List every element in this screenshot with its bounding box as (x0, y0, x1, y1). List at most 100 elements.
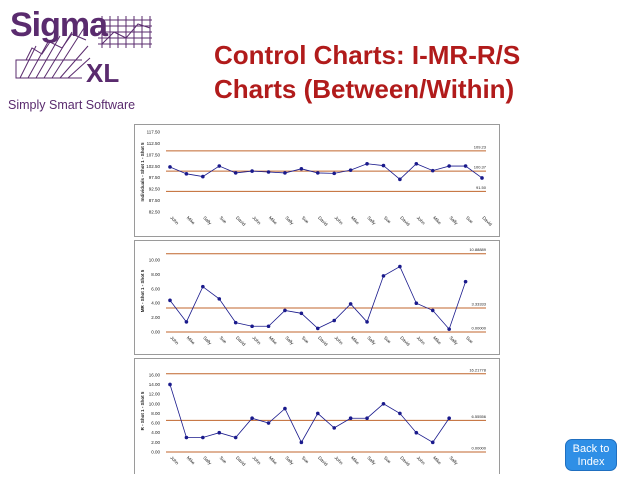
y-tick-label: 4.00 (151, 301, 160, 306)
x-tick-label: Sue (383, 215, 393, 225)
data-point (348, 302, 353, 306)
x-tick-label: Sue (219, 455, 229, 465)
y-tick-label: 14.00 (149, 382, 161, 387)
x-tick-label: Sue (383, 455, 393, 465)
data-point (233, 171, 238, 175)
data-point (430, 168, 435, 173)
x-tick-label: Sue (301, 455, 311, 465)
y-tick-label: 82.50 (149, 210, 161, 215)
y-tick-label: 12.00 (149, 392, 161, 397)
data-point (463, 279, 468, 284)
data-point (283, 406, 287, 411)
limit-label-ucl: 16.21778 (469, 367, 486, 372)
y-tick-label: 117.50 (147, 130, 161, 135)
data-point (381, 401, 386, 406)
x-tick-label: John (416, 215, 427, 226)
data-point (430, 308, 435, 313)
control-charts: Individuals - Shot 1 - Shot 5 117.50 112.5… (134, 124, 500, 474)
data-point (447, 327, 451, 331)
data-point (250, 169, 254, 173)
data-point (266, 421, 271, 425)
data-point (414, 301, 419, 306)
data-point (299, 440, 304, 445)
y-tick-label: 6.00 (151, 421, 160, 426)
x-tick-label: Mike (186, 335, 197, 346)
data-point (184, 435, 189, 440)
y-tick-label: 4.00 (151, 430, 160, 435)
series-line (169, 163, 483, 180)
data-point (315, 171, 320, 175)
x-tick-label: Sally (202, 215, 213, 226)
data-point (184, 320, 189, 324)
y-tick-label: 97.50 (149, 175, 161, 180)
x-tick-label: Sue (301, 335, 311, 345)
x-tick-label: Mike (268, 335, 279, 346)
y-tick-label: 10.00 (149, 258, 161, 263)
x-tick-label: John (169, 455, 180, 466)
x-tick-label: John (334, 335, 345, 346)
x-tick-label: Mike (432, 335, 443, 346)
data-point (217, 297, 222, 301)
data-point (299, 311, 304, 316)
x-tick-label: Mike (268, 455, 279, 466)
data-point (217, 430, 222, 435)
x-tick-label: Sally (448, 335, 459, 346)
data-point (250, 416, 254, 421)
x-tick-label: Sue (219, 215, 229, 225)
data-point (332, 426, 337, 430)
data-point (233, 320, 238, 325)
y-axis-label: R - Shot 1 - Shot 5 (140, 391, 145, 430)
x-tick-label: John (416, 335, 427, 346)
chart-frame (134, 358, 500, 474)
x-tick-label: Sally (284, 455, 295, 466)
limit-label-center: 6.55556 (472, 414, 487, 419)
data-point (283, 171, 287, 175)
limit-label-ucl: 10.88889 (469, 247, 486, 252)
chart-panel-1: Individuals - Shot 1 - Shot 5 117.50 112.5… (134, 124, 500, 237)
back-to-index-button[interactable]: Back to Index (565, 439, 617, 471)
limit-label-center: 100.37 (474, 165, 487, 170)
x-tick-label: John (334, 215, 345, 226)
y-tick-label: 0.00 (151, 450, 160, 455)
x-tick-label: Sue (383, 335, 393, 345)
x-tick-label: Sally (284, 335, 295, 346)
slide-title: Control Charts: I-MR-R/S Charts (Between… (214, 38, 624, 106)
y-tick-label: 16.00 (149, 372, 161, 377)
limit-label-lcl: 91.50 (476, 185, 487, 190)
data-point (266, 324, 271, 329)
x-tick-label: Sally (202, 455, 213, 466)
x-tick-label: Sally (366, 455, 377, 466)
y-tick-label: 6.00 (151, 286, 160, 291)
x-tick-label: John (169, 215, 180, 226)
data-point (398, 177, 402, 182)
x-tick-label: Sue (465, 335, 475, 345)
x-tick-label: Sally (448, 455, 459, 466)
sigmaxl-logo: Sigma XL Simply Smart Software (6, 6, 156, 114)
data-point (233, 435, 238, 440)
slide-title-line1: Control Charts: I-MR-R/S (214, 40, 521, 70)
x-tick-label: Mike (186, 455, 197, 466)
data-point (217, 164, 222, 168)
y-tick-label: 2.00 (151, 440, 160, 445)
x-tick-label: Sally (448, 215, 459, 226)
data-point (315, 326, 320, 331)
slide-title-line2: Charts (Between/Within) (214, 74, 515, 104)
data-point (365, 416, 369, 421)
y-tick-label: 0.00 (151, 330, 160, 335)
data-point (480, 176, 484, 180)
y-tick-label: 92.50 (149, 187, 161, 192)
data-point (365, 320, 369, 324)
data-point (168, 382, 172, 387)
x-tick-label: Mike (432, 455, 443, 466)
data-point (283, 308, 287, 313)
limit-label-ucl: 109.23 (474, 144, 487, 149)
x-tick-label: John (251, 335, 262, 346)
x-tick-label: Mike (268, 215, 279, 226)
chart-frame (134, 124, 500, 237)
x-tick-label: Sally (284, 215, 295, 226)
data-point (201, 174, 205, 179)
data-point (414, 430, 419, 435)
data-point (168, 165, 172, 169)
data-point (332, 318, 337, 323)
y-axis-label: MR - Shot 1 - Shot 5 (140, 269, 145, 312)
